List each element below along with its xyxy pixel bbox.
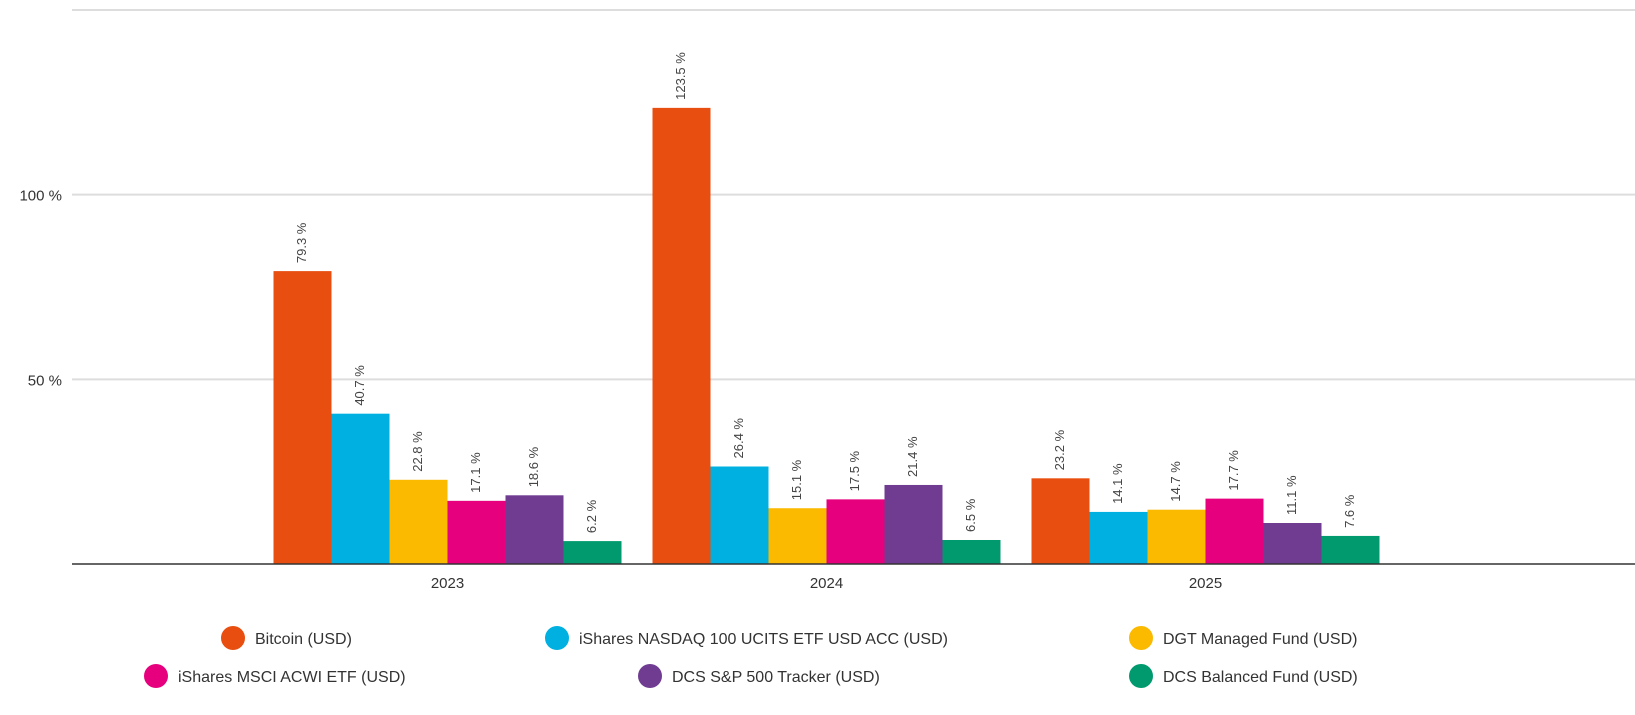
bar — [1031, 478, 1090, 564]
value-label: 6.5 % — [963, 498, 978, 532]
value-label: 22.8 % — [410, 431, 425, 472]
legend-swatch — [221, 626, 245, 650]
value-label: 14.1 % — [1110, 463, 1125, 504]
value-label: 79.3 % — [294, 222, 309, 263]
bar — [768, 508, 827, 564]
y-tick-label: 50 % — [28, 372, 62, 389]
value-label: 21.4 % — [905, 436, 920, 477]
bar — [273, 271, 332, 564]
bar — [331, 413, 390, 564]
bar — [1205, 498, 1264, 564]
value-label: 18.6 % — [526, 446, 541, 487]
legend-swatch — [1129, 626, 1153, 650]
bar — [826, 499, 885, 564]
legend-swatch — [545, 626, 569, 650]
bar — [447, 500, 506, 564]
bar — [1089, 511, 1148, 564]
bar — [652, 107, 711, 564]
value-label: 17.1 % — [468, 452, 483, 493]
bar — [884, 484, 943, 564]
value-label: 40.7 % — [352, 365, 367, 406]
value-label: 26.4 % — [731, 418, 746, 459]
legend-swatch — [638, 664, 662, 688]
legend-label: DGT Managed Fund (USD) — [1163, 631, 1357, 648]
bar — [563, 541, 622, 564]
value-label: 14.7 % — [1168, 461, 1183, 502]
value-label: 17.7 % — [1226, 450, 1241, 491]
value-label: 123.5 % — [673, 52, 688, 100]
legend-label: DCS S&P 500 Tracker (USD) — [672, 669, 880, 686]
x-tick-label: 2025 — [1189, 575, 1222, 592]
x-tick-label: 2024 — [810, 575, 843, 592]
value-label: 7.6 % — [1342, 494, 1357, 528]
legend-label: iShares MSCI ACWI ETF (USD) — [178, 669, 406, 686]
legend-label: iShares NASDAQ 100 UCITS ETF USD ACC (US… — [579, 631, 948, 648]
value-label: 17.5 % — [847, 450, 862, 491]
value-label: 6.2 % — [584, 499, 599, 533]
bar — [1321, 535, 1380, 564]
y-tick-label: 100 % — [19, 188, 62, 205]
legend-label: DCS Balanced Fund (USD) — [1163, 669, 1358, 686]
legend-swatch — [144, 664, 168, 688]
x-tick-label: 2023 — [431, 575, 464, 592]
bar — [1147, 509, 1206, 564]
bar — [710, 466, 769, 564]
value-label: 15.1 % — [789, 459, 804, 500]
value-label: 23.2 % — [1052, 429, 1067, 470]
legend-swatch — [1129, 664, 1153, 688]
bar — [1263, 523, 1322, 564]
legend-label: Bitcoin (USD) — [255, 631, 352, 648]
bar — [942, 539, 1001, 564]
bar — [389, 479, 448, 564]
bar — [505, 495, 564, 564]
value-label: 11.1 % — [1284, 475, 1299, 515]
